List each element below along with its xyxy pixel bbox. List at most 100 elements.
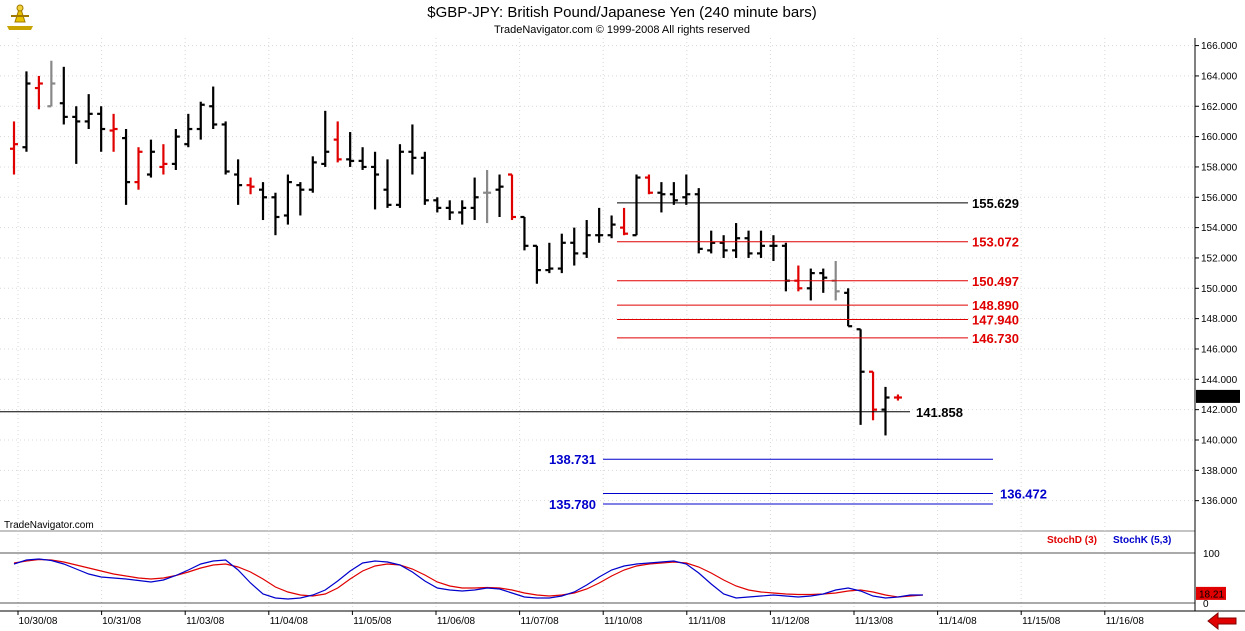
ohlc-bar <box>893 394 902 401</box>
price-tick-label: 144.000 <box>1201 375 1238 386</box>
date-tick-label: 11/04/08 <box>270 616 309 627</box>
price-tick-label: 142.000 <box>1201 405 1238 416</box>
ohlc-bar <box>682 174 691 205</box>
ohlc-bar <box>458 200 467 225</box>
ohlc-bar <box>246 177 255 195</box>
ohlc-bar <box>34 75 43 110</box>
ohlc-bar <box>383 159 392 208</box>
ohlc-bar <box>358 147 367 170</box>
stochd-line <box>13 558 923 598</box>
ohlc-bar <box>346 132 355 167</box>
chart-title: $GBP-JPY: British Pound/Japanese Yen (24… <box>427 4 816 21</box>
ohlc-bar <box>196 101 205 140</box>
date-tick-label: 11/13/08 <box>855 616 894 627</box>
date-tick-label: 10/30/08 <box>19 616 58 627</box>
ohlc-bar <box>171 129 180 170</box>
ohlc-bar <box>184 113 193 148</box>
price-level-label: 141.858 <box>916 405 963 420</box>
stoch-tick-label: 0 <box>1203 599 1209 610</box>
ohlc-bar <box>595 207 604 243</box>
ohlc-bar <box>296 182 305 216</box>
ohlc-bar <box>283 174 292 225</box>
date-tick-label: 11/03/08 <box>186 616 225 627</box>
last-price-label: 142.840 <box>1198 392 1235 403</box>
price-level-label: 148.890 <box>972 298 1019 313</box>
ohlc-bar <box>109 113 118 152</box>
ohlc-bar <box>209 86 218 130</box>
stochk-line <box>13 558 923 600</box>
date-tick-label: 11/10/08 <box>604 616 643 627</box>
price-tick-label: 156.000 <box>1201 193 1238 204</box>
ohlc-bar <box>371 151 380 210</box>
chart-subtitle: TradeNavigator.com © 1999-2008 All right… <box>494 24 750 36</box>
date-tick-label: 11/07/08 <box>521 616 560 627</box>
ohlc-bar <box>259 182 267 221</box>
price-tick-label: 140.000 <box>1201 435 1238 446</box>
ohlc-bar <box>607 215 616 239</box>
watermark: TradeNavigator.com <box>4 520 94 531</box>
ohlc-bar <box>495 174 504 217</box>
ohlc-bar <box>47 60 56 108</box>
price-level-label: 147.940 <box>972 313 1019 328</box>
price-level-label: 153.072 <box>972 235 1019 250</box>
ohlc-bar <box>806 268 815 301</box>
price-tick-label: 150.000 <box>1201 284 1238 295</box>
date-tick-label: 11/14/08 <box>939 616 978 627</box>
ohlc-bar <box>97 106 106 152</box>
stoch-last-value-label: 18.21 <box>1199 589 1224 600</box>
price-level-label: 135.780 <box>549 497 596 512</box>
price-tick-label: 138.000 <box>1201 466 1238 477</box>
date-tick-label: 11/12/08 <box>771 616 810 627</box>
stochd-legend: StochD (3) <box>1047 535 1097 546</box>
ohlc-bar <box>582 220 591 258</box>
ohlc-bar <box>719 235 728 258</box>
trade-navigator-logo-icon[interactable] <box>3 2 37 32</box>
ohlc-bar <box>308 156 317 193</box>
ohlc-bar <box>59 66 68 125</box>
price-level-label: 155.629 <box>972 196 1019 211</box>
ohlc-bar <box>570 227 579 266</box>
ohlc-bar <box>72 106 81 164</box>
ohlc-bar <box>545 242 554 274</box>
price-tick-label: 164.000 <box>1201 71 1238 82</box>
date-tick-label: 11/11/08 <box>688 616 726 627</box>
ohlc-bar <box>694 188 703 254</box>
price-tick-label: 148.000 <box>1201 314 1238 325</box>
date-tick-label: 11/05/08 <box>353 616 392 627</box>
ohlc-bar <box>620 207 629 236</box>
price-level-label: 138.731 <box>549 452 596 467</box>
ohlc-bar <box>134 147 143 190</box>
stoch-tick-label: 100 <box>1203 549 1220 560</box>
price-level-label: 150.497 <box>972 274 1019 289</box>
ohlc-bar <box>669 182 678 205</box>
ohlc-bar <box>234 159 243 205</box>
stoch-last-value-box <box>1196 586 1226 600</box>
ohlc-bar <box>395 144 404 208</box>
date-tick-label: 11/15/08 <box>1022 616 1061 627</box>
ohlc-bar <box>333 121 342 163</box>
ohlc-bar <box>470 177 479 221</box>
stochastic-layer <box>0 552 1195 604</box>
ohlc-bar <box>744 230 753 258</box>
price-level-label: 146.730 <box>972 331 1019 346</box>
ohlc-bar <box>632 174 641 237</box>
price-tick-label: 162.000 <box>1201 102 1238 113</box>
ohlc-bar <box>433 197 442 213</box>
ohlc-bar <box>557 233 566 274</box>
ohlc-bar <box>769 235 778 261</box>
axis-layer: 166.000 164.000 162.000 160.000 158.000 156.0… <box>0 38 1245 627</box>
red-left-arrow-icon[interactable] <box>1207 611 1237 631</box>
stochk-legend: StochK (5,3) <box>1113 535 1171 546</box>
ohlc-bar <box>22 71 31 152</box>
ohlc-bar <box>657 182 666 213</box>
date-tick-label: 10/31/08 <box>102 616 141 627</box>
price-tick-label: 136.000 <box>1201 496 1238 507</box>
date-tick-label: 11/16/08 <box>1106 616 1145 627</box>
last-price-box <box>1196 389 1240 403</box>
price-tick-label: 160.000 <box>1201 132 1238 143</box>
ohlc-bar <box>84 94 93 130</box>
ohlc-bar <box>508 173 516 221</box>
